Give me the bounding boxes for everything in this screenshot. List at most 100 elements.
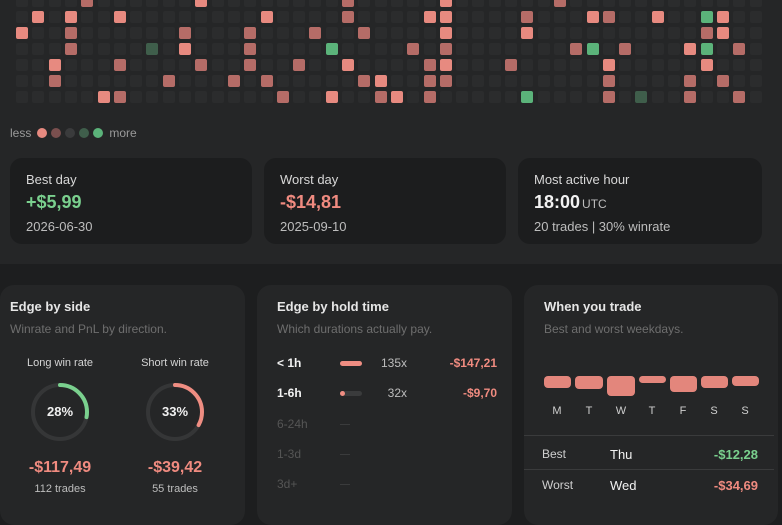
- worst-day-value: -$14,81: [280, 192, 342, 212]
- heatmap-cell: [146, 0, 159, 7]
- heatmap-cell: [276, 27, 289, 39]
- hold-row-label: < 1h: [277, 356, 302, 370]
- heatmap-cell: [456, 43, 469, 55]
- weekday-bar-thu: [639, 376, 666, 383]
- heatmap-cell: [423, 27, 436, 39]
- heatmap-cell: [374, 75, 387, 87]
- heatmap-cell: [537, 0, 550, 7]
- heatmap-cell: [716, 11, 729, 23]
- heatmap-cell: [48, 11, 61, 23]
- heatmap-cell: [227, 43, 240, 55]
- heatmap-cell: [749, 11, 762, 23]
- heatmap-cell: [635, 91, 648, 103]
- heatmap-cell: [505, 11, 517, 23]
- active-hour-value-row: 18:00 UTC: [534, 192, 746, 213]
- heatmap-cell: [570, 75, 583, 87]
- heatmap-cell: [488, 27, 501, 39]
- heatmap-cell: [48, 0, 61, 7]
- heatmap-cell: [749, 43, 762, 55]
- heatmap-cell: [325, 0, 338, 7]
- heatmap-cell: [472, 11, 485, 23]
- worst-weekday-value: -$34,69: [713, 478, 758, 493]
- heatmap-cell: [472, 27, 485, 39]
- heatmap-cell: [130, 11, 143, 23]
- heatmap-cell: [749, 27, 762, 39]
- legend-swatch: [93, 128, 104, 138]
- heatmap-cell: [602, 11, 615, 23]
- heatmap-cell: [276, 59, 289, 71]
- heatmap-cell: [195, 11, 208, 23]
- heatmap-cell: [602, 59, 615, 71]
- hold-row-pnl: -$147,21: [449, 356, 497, 370]
- heatmap-cell: [244, 0, 257, 7]
- heatmap-cell: [130, 75, 143, 87]
- heatmap-legend: less more: [10, 126, 137, 140]
- heatmap-cell: [325, 11, 338, 23]
- heatmap-cell: [358, 59, 371, 71]
- heatmap-cell: [553, 91, 566, 103]
- heatmap-cell: [97, 0, 110, 7]
- heatmap-cell: [749, 75, 762, 87]
- heatmap-cell: [325, 91, 338, 103]
- heatmap-cell: [146, 11, 159, 23]
- heatmap-cell: [586, 43, 599, 55]
- heatmap-cell: [407, 59, 420, 71]
- heatmap-cell: [64, 43, 77, 55]
- heatmap-cell: [651, 91, 664, 103]
- heatmap-cell: [325, 59, 338, 71]
- heatmap-cell: [81, 0, 94, 7]
- heatmap-cell: [602, 91, 615, 103]
- heatmap-cell: [81, 43, 94, 55]
- heatmap-cell: [130, 59, 143, 71]
- heatmap-cell: [32, 91, 45, 103]
- heatmap-cell: [439, 27, 452, 39]
- heatmap-cell: [586, 0, 599, 7]
- heatmap-cell: [130, 43, 143, 55]
- heatmap-cell: [309, 43, 322, 55]
- active-hour-title: Most active hour: [534, 172, 630, 187]
- heatmap-cell: [635, 0, 648, 7]
- heatmap-cell: [162, 27, 175, 39]
- heatmap-cell: [97, 75, 110, 87]
- heatmap-cell: [521, 43, 534, 55]
- heatmap-cell: [537, 43, 550, 55]
- long-winrate-gauge: 28%: [28, 380, 92, 444]
- heatmap-cell: [195, 27, 208, 39]
- heatmap-cell: [488, 59, 501, 71]
- weekday-bar-fri: [670, 376, 697, 392]
- heatmap-cell: [113, 59, 126, 71]
- edge-side-title: Edge by side: [10, 299, 91, 314]
- heatmap-cell: [195, 43, 208, 55]
- heatmap-cell: [260, 43, 273, 55]
- heatmap-cell: [358, 75, 371, 87]
- heatmap-cell: [146, 75, 159, 87]
- heatmap-cell: [684, 11, 697, 23]
- heatmap-cell: [32, 59, 45, 71]
- heatmap-cell: [374, 0, 387, 7]
- heatmap-cell: [407, 11, 420, 23]
- heatmap-cell: [716, 91, 729, 103]
- heatmap-cell: [407, 91, 420, 103]
- heatmap-cell: [537, 75, 550, 87]
- weekdays-subtitle: Best and worst weekdays.: [544, 322, 684, 336]
- long-winrate-label: Long win rate: [26, 357, 94, 369]
- heatmap-cell: [244, 91, 257, 103]
- heatmap-cell: [81, 75, 94, 87]
- heatmap-cell: [276, 11, 289, 23]
- heatmap-cell: [439, 59, 452, 71]
- heatmap-cell: [162, 75, 175, 87]
- heatmap-cell: [472, 0, 485, 7]
- heatmap-cell: [16, 75, 28, 87]
- heatmap-cell: [390, 11, 403, 23]
- edge-hold-title: Edge by hold time: [277, 299, 389, 314]
- heatmap-cell: [358, 91, 371, 103]
- weekday-label: W: [615, 405, 627, 417]
- best-weekday-value: -$12,28: [713, 447, 758, 462]
- heatmap-cell: [505, 75, 517, 87]
- heatmap-cell: [472, 43, 485, 55]
- weekdays-title: When you trade: [544, 299, 642, 314]
- hold-row-6-24h: 6-24h: [277, 417, 497, 433]
- heatmap-cell: [586, 11, 599, 23]
- heatmap-cell: [227, 91, 240, 103]
- weekday-label: S: [710, 405, 718, 417]
